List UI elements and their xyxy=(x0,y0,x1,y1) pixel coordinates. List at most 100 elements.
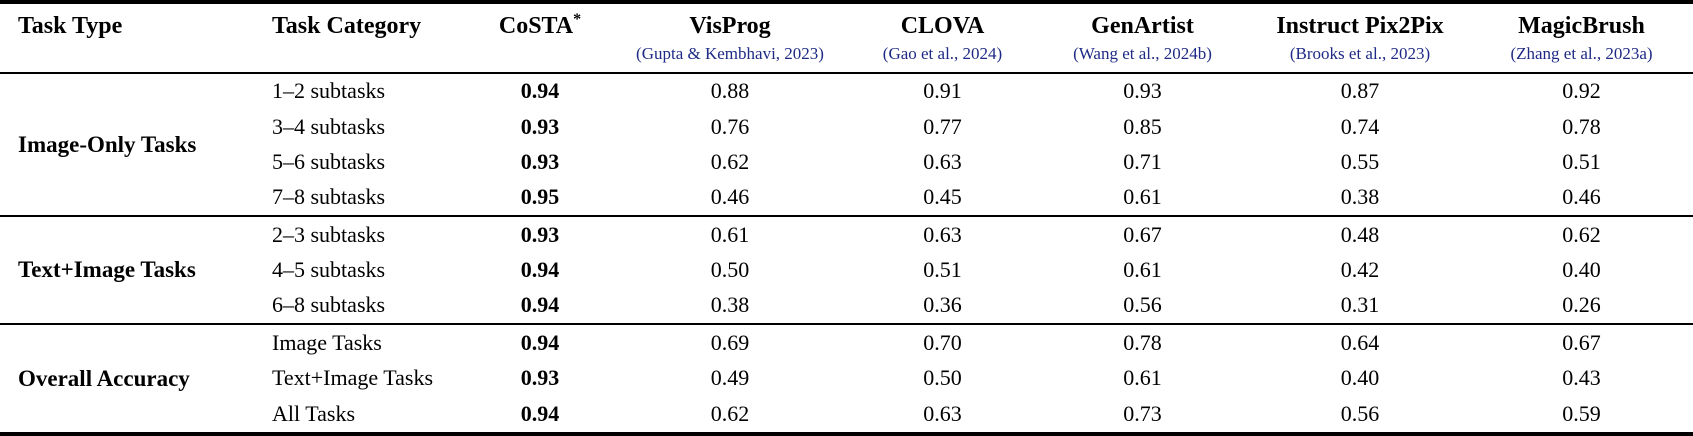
task-category-cell: Image Tasks xyxy=(272,329,382,355)
value-genartist: 0.61 xyxy=(1123,256,1162,282)
value-costa: 0.94 xyxy=(520,400,560,426)
table-row: 5–6 subtasks 0.93 0.62 0.63 0.71 0.55 0.… xyxy=(0,144,1693,179)
value-visprog: 0.62 xyxy=(710,148,750,174)
task-category-cell: 7–8 subtasks xyxy=(272,184,386,210)
table-row: 6–8 subtasks 0.94 0.38 0.36 0.56 0.31 0.… xyxy=(0,287,1693,324)
value-clova: 0.45 xyxy=(923,184,962,210)
table-row: Text+Image Tasks 2–3 subtasks 0.93 0.61 … xyxy=(0,216,1693,281)
section-overall-accuracy: Overall Accuracy Image Tasks 0.94 0.69 0… xyxy=(0,324,1693,434)
costa-asterisk: * xyxy=(573,11,582,28)
value-clova: 0.51 xyxy=(923,256,962,282)
value-magicbrush: 0.59 xyxy=(1562,400,1601,426)
task-category-cell: 5–6 subtasks xyxy=(272,148,386,174)
value-clova: 0.63 xyxy=(923,148,962,174)
value-instruct-pix2pix: 0.64 xyxy=(1340,329,1380,355)
col-header-label: CoSTA* xyxy=(498,11,582,40)
col-header-instruct-pix2pix: Instruct Pix2Pix (Brooks et al., 2023) xyxy=(1250,2,1470,73)
section-text-image-tasks: Text+Image Tasks 2–3 subtasks 0.93 0.61 … xyxy=(0,215,1693,324)
value-costa: 0.95 xyxy=(520,184,560,210)
citation-link-clova[interactable]: (Gao et al., 2024) xyxy=(882,43,1003,63)
table-row: Image-Only Tasks 1–2 subtasks 0.94 0.88 … xyxy=(0,73,1693,156)
table-row: 7–8 subtasks 0.95 0.46 0.45 0.61 0.38 0.… xyxy=(0,179,1693,216)
value-visprog: 0.49 xyxy=(710,365,750,391)
task-category-cell: 4–5 subtasks xyxy=(272,256,386,282)
value-clova: 0.50 xyxy=(923,365,962,391)
value-visprog: 0.38 xyxy=(710,292,750,318)
value-instruct-pix2pix: 0.38 xyxy=(1340,184,1380,210)
col-header-costa: CoSTA* xyxy=(470,2,610,73)
task-category-cell: 6–8 subtasks xyxy=(272,292,386,318)
value-instruct-pix2pix: 0.40 xyxy=(1340,365,1380,391)
value-costa: 0.93 xyxy=(520,148,560,174)
col-header-label: Task Category xyxy=(272,13,422,39)
value-genartist: 0.73 xyxy=(1123,400,1162,426)
section-label: Image-Only Tasks xyxy=(18,131,197,157)
value-visprog: 0.50 xyxy=(710,256,750,282)
col-header-task-category: Task Category xyxy=(254,2,470,73)
value-costa: 0.94 xyxy=(520,78,560,104)
task-category-cell: Text+Image Tasks xyxy=(272,365,434,391)
col-header-label: CLOVA xyxy=(900,13,985,39)
value-magicbrush: 0.26 xyxy=(1562,292,1601,318)
header-row: Task Type Task Category CoSTA* VisProg (… xyxy=(0,2,1693,73)
value-instruct-pix2pix: 0.74 xyxy=(1340,113,1380,139)
table-row: Text+Image Tasks 0.93 0.49 0.50 0.61 0.4… xyxy=(0,361,1693,396)
value-visprog: 0.69 xyxy=(710,329,750,355)
value-costa: 0.93 xyxy=(520,221,560,247)
col-header-magicbrush: MagicBrush (Zhang et al., 2023a) xyxy=(1470,2,1693,73)
table-row: Overall Accuracy Image Tasks 0.94 0.69 0… xyxy=(0,324,1693,391)
value-costa: 0.93 xyxy=(520,113,560,139)
col-header-label: Instruct Pix2Pix xyxy=(1276,13,1444,39)
value-visprog: 0.62 xyxy=(710,400,750,426)
value-magicbrush: 0.62 xyxy=(1562,221,1601,247)
col-header-visprog: VisProg (Gupta & Kembhavi, 2023) xyxy=(610,2,850,73)
value-magicbrush: 0.51 xyxy=(1562,148,1601,174)
value-genartist: 0.93 xyxy=(1123,78,1162,104)
value-clova: 0.36 xyxy=(923,292,962,318)
value-genartist: 0.67 xyxy=(1123,221,1162,247)
table-row: All Tasks 0.94 0.62 0.63 0.73 0.56 0.59 xyxy=(0,396,1693,434)
value-instruct-pix2pix: 0.42 xyxy=(1340,256,1380,282)
value-genartist: 0.85 xyxy=(1123,113,1162,139)
value-genartist: 0.61 xyxy=(1123,184,1162,210)
value-instruct-pix2pix: 0.56 xyxy=(1340,400,1380,426)
value-genartist: 0.61 xyxy=(1123,365,1162,391)
value-clova: 0.63 xyxy=(923,221,962,247)
value-magicbrush: 0.78 xyxy=(1562,113,1601,139)
value-instruct-pix2pix: 0.31 xyxy=(1340,292,1380,318)
citation-link-magicbrush[interactable]: (Zhang et al., 2023a) xyxy=(1510,43,1653,63)
value-magicbrush: 0.43 xyxy=(1562,365,1601,391)
value-clova: 0.70 xyxy=(923,329,962,355)
value-costa: 0.94 xyxy=(520,256,560,282)
col-header-label: MagicBrush xyxy=(1518,13,1645,39)
col-header-task-type: Task Type xyxy=(0,2,254,73)
value-genartist: 0.71 xyxy=(1123,148,1162,174)
value-magicbrush: 0.46 xyxy=(1562,184,1601,210)
col-header-label: GenArtist xyxy=(1091,13,1194,39)
value-visprog: 0.76 xyxy=(710,113,750,139)
value-visprog: 0.88 xyxy=(710,78,750,104)
value-magicbrush: 0.67 xyxy=(1562,329,1601,355)
task-category-cell: 3–4 subtasks xyxy=(272,113,386,139)
table-header: Task Type Task Category CoSTA* VisProg (… xyxy=(0,2,1693,73)
task-category-cell: 2–3 subtasks xyxy=(272,221,386,247)
task-category-cell: 1–2 subtasks xyxy=(272,78,386,104)
citation-link-visprog[interactable]: (Gupta & Kembhavi, 2023) xyxy=(636,43,824,63)
section-label: Overall Accuracy xyxy=(18,366,190,392)
citation-link-instruct-pix2pix[interactable]: (Brooks et al., 2023) xyxy=(1289,43,1431,63)
value-clova: 0.63 xyxy=(923,400,962,426)
col-header-label: VisProg xyxy=(689,13,771,39)
value-visprog: 0.46 xyxy=(710,184,750,210)
value-costa: 0.93 xyxy=(520,365,560,391)
value-genartist: 0.56 xyxy=(1123,292,1162,318)
col-header-clova: CLOVA (Gao et al., 2024) xyxy=(850,2,1035,73)
citation-link-genartist[interactable]: (Wang et al., 2024b) xyxy=(1073,43,1212,63)
value-magicbrush: 0.40 xyxy=(1562,256,1601,282)
value-instruct-pix2pix: 0.87 xyxy=(1340,78,1380,104)
value-costa: 0.94 xyxy=(520,329,560,355)
value-costa: 0.94 xyxy=(520,292,560,318)
value-genartist: 0.78 xyxy=(1123,329,1162,355)
col-header-label: Task Type xyxy=(18,13,123,39)
